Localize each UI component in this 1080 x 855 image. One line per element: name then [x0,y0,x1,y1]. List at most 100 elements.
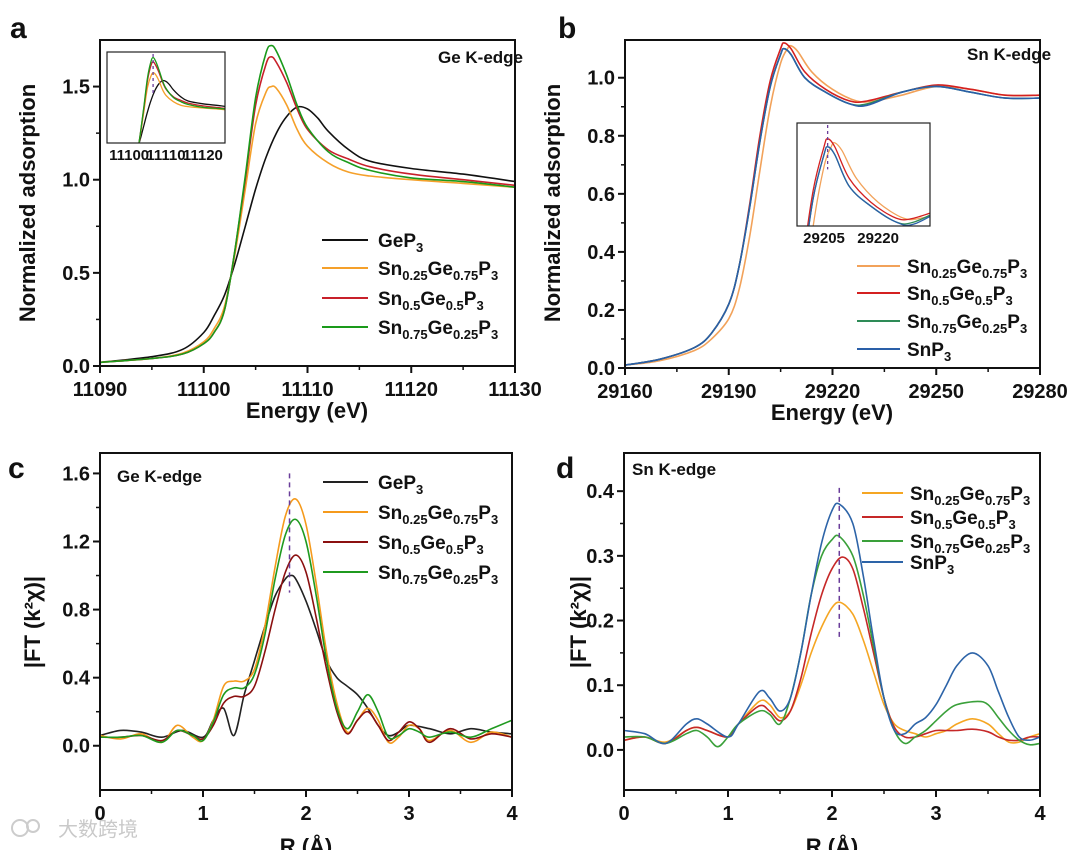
x-axis-label: Energy (eV) [246,398,368,423]
panel-d: 0 1 2 3 4 0.0 0.1 0.2 0.3 0.4 R (Å) |FT (k²χ)| d Sn K… [556,452,1046,855]
legend-label: SnP3 [910,553,954,577]
y-tick-label: 0.5 [62,263,90,285]
x-tick-label: 0 [94,803,105,825]
series-line-GeP3 [100,105,515,364]
x-tick-label: 0 [618,803,629,825]
x-axis-label: R (Å) [806,833,859,850]
y-tick-label: 1.0 [62,170,90,192]
inset-series-line-Sn0.5Ge0.5P3 [806,138,930,226]
watermark-logo-icon [26,819,40,833]
edge-annotation: Sn K-edge [632,460,716,479]
y-tick-label: 0.8 [62,600,90,622]
inset-x-tick-label: 29220 [857,230,899,247]
inset-x-tick-label: 29205 [803,230,845,247]
panel-letter: c [8,452,25,485]
legend-label: Sn0.75Ge0.25P3 [910,532,1030,556]
series-line-Sn0.75Ge0.25P3 [100,518,512,744]
legend: Sn0.25Ge0.75P3 Sn0.5Ge0.5P3 Sn0.75Ge0.25P3… [857,257,1027,364]
y-tick-label: 1.5 [62,77,90,99]
y-tick-label: 0.4 [586,481,615,503]
y-tick-label: 0.6 [587,184,615,206]
panel-letter: d [556,452,574,485]
legend-label: Sn0.75Ge0.25P3 [907,312,1027,336]
y-tick-label: 1.0 [587,68,615,90]
y-tick-label: 0.1 [586,675,614,697]
legend-label: GeP3 [378,231,423,255]
inset-series-line-SnP3 [808,146,930,226]
series-line-SnP3 [625,47,1040,366]
edge-annotation: Ge K-edge [117,467,202,486]
series-line-Sn0.25Ge0.75P3 [624,601,1040,744]
legend: GeP3 Sn0.25Ge0.75P3 Sn0.5Ge0.5P3 Sn0.75Ge0.… [323,473,498,587]
x-tick-label: 11090 [73,379,128,401]
y-axis-label: |FT (k²χ)| [566,576,591,668]
legend-label: Sn0.25Ge0.75P3 [907,257,1027,281]
y-tick-label: 0.4 [62,668,91,690]
x-tick-label: 11120 [385,379,438,401]
edge-annotation: Sn K-edge [967,45,1051,64]
legend-label: Sn0.5Ge0.5P3 [910,508,1016,532]
x-tick-label: 4 [1034,803,1046,825]
legend: GeP3 Sn0.25Ge0.75P3 Sn0.5Ge0.5P3 Sn0.75Ge0.… [322,231,498,342]
x-tick-label: 11130 [488,379,541,401]
x-axis-label: R (Å) [280,833,333,850]
inset-x-tick-label: 11110 [146,147,185,164]
y-tick-label: 0.2 [586,611,614,633]
x-tick-label: 2 [300,803,311,825]
x-tick-label: 29220 [805,381,861,403]
legend-label: SnP3 [907,340,951,364]
x-tick-label: 29190 [701,381,757,403]
inset-x-tick-label: 11120 [183,147,223,164]
watermark-text: 大数跨境 [58,818,138,841]
legend-label: Sn0.75Ge0.25P3 [378,318,498,342]
x-tick-label: 3 [403,803,414,825]
x-tick-label: 11110 [281,379,333,401]
legend: Sn0.25Ge0.75P3Sn0.5Ge0.5P3Sn0.75Ge0.25P3… [862,484,1030,577]
legend-label: Sn0.25Ge0.75P3 [378,259,498,283]
y-tick-label: 0.0 [586,740,614,762]
y-tick-label: 0.4 [587,242,616,264]
legend-label: Sn0.25Ge0.75P3 [378,503,498,527]
legend-label: Sn0.5Ge0.5P3 [378,289,484,313]
y-tick-label: 1.2 [62,532,90,554]
watermark: 大数跨境 [11,818,138,841]
legend-label: Sn0.75Ge0.25P3 [378,563,498,587]
legend-label: Sn0.5Ge0.5P3 [378,533,484,557]
x-tick-label: 1 [197,803,208,825]
legend-label: Sn0.25Ge0.75P3 [910,484,1030,508]
series-line-Sn0.5Ge0.5P3 [624,556,1040,745]
y-tick-label: 0.0 [587,358,615,380]
inset-series-line-GeP3 [138,79,225,143]
series-line-Sn0.25Ge0.75P3 [100,85,515,364]
x-tick-label: 2 [826,803,837,825]
inset-series-line-Sn0.25Ge0.75P3 [812,141,930,226]
inset-background [107,52,225,143]
x-tick-label: 1 [722,803,733,825]
panel-letter: a [10,12,27,45]
panel-letter: b [558,12,576,45]
x-tick-label: 3 [930,803,941,825]
legend-label: Sn0.5Ge0.5P3 [907,284,1013,308]
panel-a: 11090 11100 11110 11120 111300.00.51.01.5Ene… [10,12,542,423]
inset-frame [796,122,931,227]
inset-series-line-Sn0.75Ge0.25P3 [138,56,225,143]
y-axis-label: Normalized adsorption [540,84,565,322]
series-line-GeP3 [100,574,512,739]
watermark-logo-icon [11,819,29,837]
y-axis-label: Normalized adsorption [15,84,40,322]
series-line-Sn0.75Ge0.25P3 [624,534,1040,748]
y-tick-label: 1.6 [62,463,90,485]
x-tick-label: 29250 [908,381,964,403]
y-axis-label: |FT (k²χ)| [20,576,45,668]
series-line-Sn0.75Ge0.25P3 [100,44,515,364]
y-tick-label: 0.0 [62,356,90,378]
panel-c: 0 1 2 3 4 0.0 0.4 0.8 1.2 1.6 R (Å) |FT (k²χ)| c Ge K… [8,452,518,855]
inset-frame [106,51,226,144]
inset-x-tick-label: 11100 [109,147,149,164]
x-tick-label: 29280 [1012,381,1068,403]
x-tick-label: 11100 [177,379,230,401]
x-tick-label: 29160 [597,381,653,403]
inset-plot: 29205 29220 [796,122,931,247]
